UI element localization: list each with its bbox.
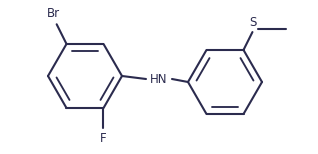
Text: F: F	[100, 132, 107, 145]
Text: HN: HN	[150, 73, 168, 85]
Text: Br: Br	[47, 7, 60, 20]
Text: S: S	[249, 16, 256, 29]
